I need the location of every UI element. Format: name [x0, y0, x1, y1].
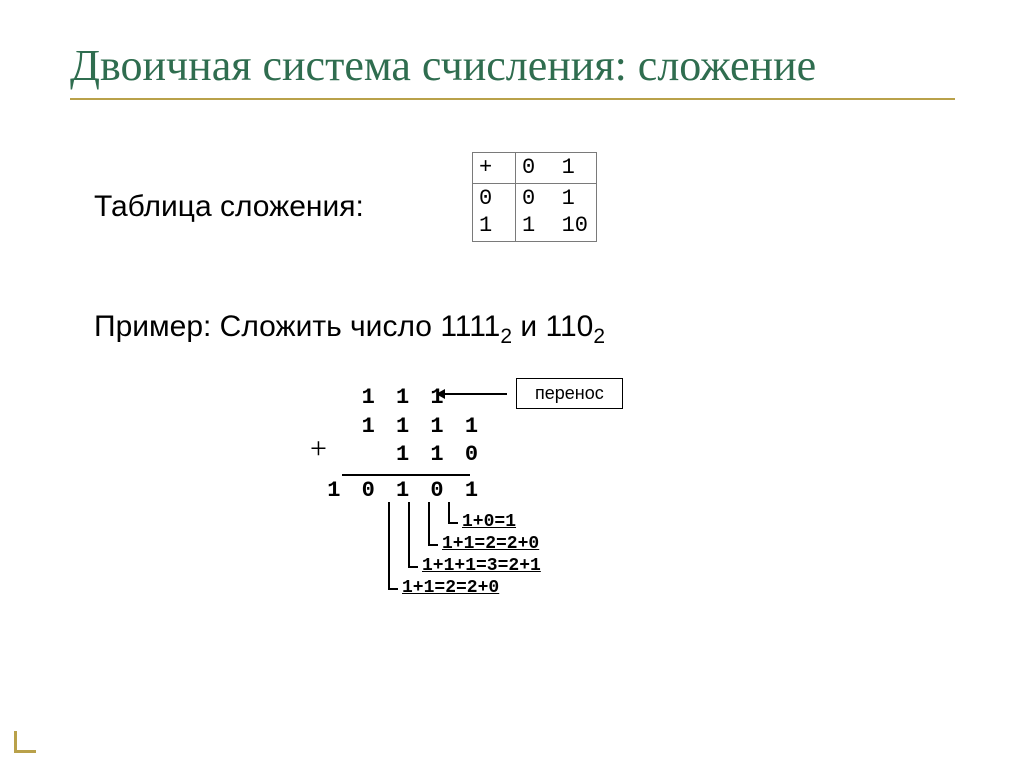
- step-bracket: [448, 502, 458, 524]
- step-label: 1+1=2=2+0: [442, 534, 539, 554]
- addend1: 1 1 1 1: [310, 413, 482, 442]
- step-bracket: [428, 502, 438, 546]
- add-table-col-headers: 0 1: [516, 153, 597, 184]
- carry-label-box: перенос: [516, 378, 623, 409]
- sum-line: [342, 474, 470, 476]
- worked-addition: 1 1 1 1 1 1 1 1 1 0: [310, 384, 482, 470]
- slide: Двоичная система счисления: сложение Таб…: [0, 0, 1024, 767]
- addition-table: + 0 1 0 1 0 1 1 10: [472, 152, 597, 242]
- step-label: 1+0=1: [462, 512, 516, 532]
- plus-sign: +: [310, 432, 327, 466]
- step-bracket: [388, 502, 398, 590]
- step-label: 1+1+1=3=2+1: [422, 556, 541, 576]
- title-underline: [70, 98, 955, 100]
- step-brackets: 1+0=11+1=2=2+01+1+1=3=2+11+1=2=2+0: [342, 502, 642, 682]
- step-bracket: [408, 502, 418, 568]
- addition-table-label: Таблица сложения:: [94, 190, 364, 224]
- add-table-row0-header: 0 1: [473, 184, 516, 241]
- example-text: Пример: Сложить число 11112 и 1102: [94, 310, 605, 349]
- carry-arrow-icon: [437, 393, 507, 395]
- addend2: 1 1 0: [310, 441, 482, 470]
- corner-accent-icon: [14, 729, 38, 753]
- slide-title: Двоичная система счисления: сложение: [70, 40, 816, 91]
- add-table-cells: 0 1 1 10: [516, 184, 597, 241]
- sum-row: 1 0 1 0 1: [310, 478, 482, 503]
- carry-row: 1 1 1: [310, 384, 482, 413]
- step-label: 1+1=2=2+0: [402, 578, 499, 598]
- add-table-corner: +: [473, 153, 516, 184]
